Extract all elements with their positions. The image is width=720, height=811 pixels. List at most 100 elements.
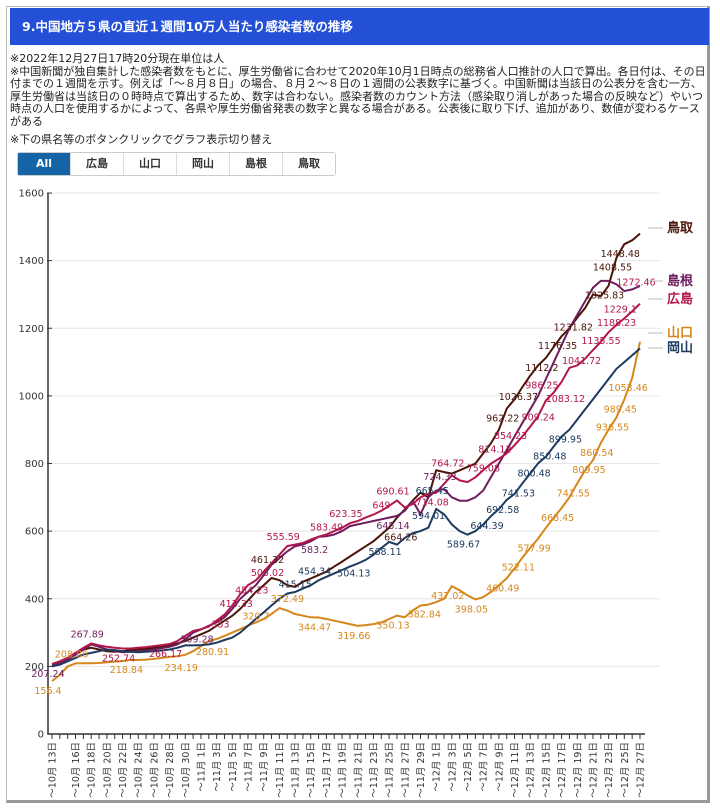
data-label: 454.34 — [298, 566, 331, 577]
data-label: 814.12 — [478, 445, 511, 456]
data-label: 692.58 — [486, 505, 519, 516]
data-label: 156.4 — [34, 686, 61, 697]
y-tick-label: 1600 — [19, 189, 44, 200]
note-toggle-hint: ※下の県名等のボタンクリックでグラフ表示切り替え — [10, 132, 273, 146]
y-tick-label: 0 — [38, 730, 44, 741]
y-tick-label: 400 — [25, 594, 44, 605]
data-label: 267.89 — [71, 629, 104, 640]
y-tick-label: 600 — [25, 527, 44, 538]
x-tick-label: ～10月 22日 — [118, 742, 129, 798]
data-label: 764.72 — [431, 458, 464, 469]
x-tick-label: ～10月 18日 — [87, 742, 98, 798]
data-label: 589.67 — [447, 540, 480, 551]
panel-frame — [6, 6, 710, 803]
x-tick-label: ～12月 21日 — [588, 742, 599, 798]
data-label: 854.23 — [494, 431, 527, 442]
data-label: 461.32 — [251, 555, 284, 566]
note-timestamp: ※2022年12月27日17時20分現在単位は人 — [10, 52, 225, 65]
x-tick-label: ～12月 25日 — [620, 742, 631, 798]
data-label: 577.99 — [517, 544, 550, 555]
tab-hiroshima[interactable]: 広島 — [70, 153, 123, 175]
x-tick-label: ～11月 1日 — [196, 742, 207, 792]
data-label: 741.55 — [557, 488, 590, 499]
x-tick-label: ～12月 27日 — [636, 742, 647, 798]
tab-all[interactable]: All — [18, 153, 70, 175]
data-label: 344.47 — [298, 623, 331, 634]
data-label: 759.08 — [467, 463, 500, 474]
data-label: 989.45 — [604, 404, 637, 415]
tab-tottori[interactable]: 鳥取 — [282, 153, 335, 175]
data-label: 309.28 — [180, 634, 213, 645]
data-label: 909.24 — [522, 413, 555, 424]
legend-label: 島根 — [667, 273, 694, 289]
x-tick-label: ～11月 9日 — [259, 742, 270, 792]
data-label: 252.74 — [102, 654, 135, 665]
data-label: 850.48 — [533, 451, 566, 462]
x-tick-label: ～10月 13日 — [48, 742, 59, 798]
section-title: 9.中国地方５県の直近１週間10万人当たり感染者数の推移 — [10, 8, 709, 45]
x-tick-label: ～12月 13日 — [526, 742, 537, 798]
series-line-島根 — [51, 279, 641, 666]
data-label: 460.49 — [486, 583, 519, 594]
x-tick-label: ～11月 19日 — [338, 742, 349, 798]
x-tick-label: ～12月 17日 — [557, 742, 568, 798]
x-tick-label: ～11月 29日 — [416, 742, 427, 798]
data-label: 505.02 — [251, 568, 284, 579]
data-label: 555.59 — [267, 532, 300, 543]
data-label: 504.13 — [337, 569, 370, 580]
tab-yamaguchi[interactable]: 山口 — [123, 153, 176, 175]
tab-shimane[interactable]: 島根 — [229, 153, 282, 175]
x-tick-label: ～11月 5日 — [228, 742, 239, 792]
data-label: 645.14 — [376, 521, 409, 532]
data-label: 899.95 — [549, 435, 582, 446]
y-tick-label: 200 — [25, 662, 44, 673]
data-label: 1083.12 — [546, 394, 585, 405]
x-tick-label: ～10月 24日 — [134, 742, 145, 798]
notes: ※2022年12月27日17時20分現在単位は人 ※中国新聞が独自集計した感染者… — [10, 52, 710, 146]
x-tick-label: ～10月 16日 — [71, 742, 82, 798]
tab-okayama[interactable]: 岡山 — [176, 153, 229, 175]
data-label: 800.48 — [517, 468, 550, 479]
data-label: 1053.46 — [609, 383, 648, 394]
data-label: 413.33 — [220, 599, 253, 610]
note-method: ※中国新聞が独自集計した感染者数をもとに、厚生労働省に合わせて2020年10月1… — [10, 64, 706, 128]
data-label: 724.33 — [423, 472, 456, 483]
y-tick-label: 1400 — [19, 256, 44, 267]
data-label: 809.95 — [572, 465, 605, 476]
data-label: 664.26 — [384, 532, 417, 543]
x-tick-label: ～12月 19日 — [573, 742, 584, 798]
data-label: 714.08 — [416, 498, 449, 509]
x-tick-label: ～12月 15日 — [541, 742, 552, 798]
data-label: 623.35 — [329, 509, 362, 520]
x-tick-label: ～11月 15日 — [306, 742, 317, 798]
y-tick-label: 1200 — [19, 324, 44, 335]
data-label: 1448.48 — [601, 249, 640, 260]
x-tick-label: ～12月 3日 — [447, 742, 458, 792]
data-label: 320.7 — [242, 612, 269, 623]
data-label: 649 — [372, 501, 390, 512]
data-label: 372.49 — [271, 594, 304, 605]
x-tick-label: ～10月 20日 — [102, 742, 113, 798]
x-tick-label: ～11月 27日 — [400, 742, 411, 798]
prefecture-tabs: All 広島 山口 岡山 島根 鳥取 — [17, 152, 336, 176]
data-label: 353 — [211, 620, 229, 631]
legend-label: 山口 — [667, 325, 693, 341]
series-line-岡山 — [51, 347, 641, 668]
data-label: 1188.23 — [597, 318, 636, 329]
data-label: 668.45 — [541, 513, 574, 524]
data-label: 1408.55 — [593, 263, 632, 274]
data-label: 415.15 — [279, 580, 312, 591]
x-tick-label: ～11月 17日 — [322, 742, 333, 798]
x-tick-label: ～11月 13日 — [291, 742, 302, 798]
x-tick-label: ～10月 26日 — [149, 742, 160, 798]
data-label: 1135.55 — [581, 336, 620, 347]
x-tick-label: ～12月 11日 — [510, 742, 521, 798]
data-label: 522.11 — [502, 563, 535, 574]
x-tick-label: ～12月 5日 — [463, 742, 474, 792]
data-label: 382.84 — [408, 610, 441, 621]
x-tick-label: ～11月 11日 — [275, 742, 286, 798]
data-label: 1325.83 — [585, 291, 624, 302]
x-tick-label: ～11月 25日 — [385, 742, 396, 798]
data-label: 319.66 — [337, 631, 370, 642]
